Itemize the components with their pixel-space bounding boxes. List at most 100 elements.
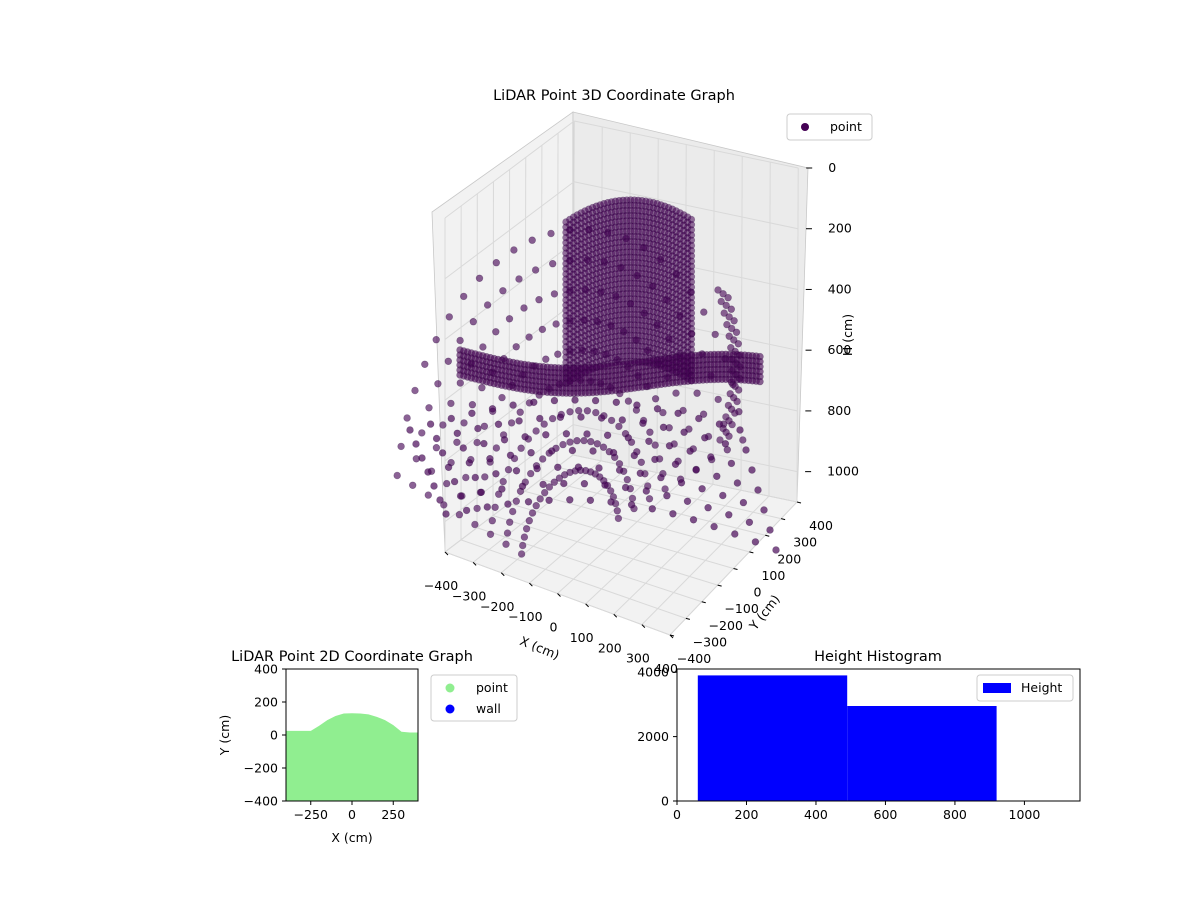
y-tick-label-histogram: 2000 (637, 729, 669, 744)
lidar-point (539, 480, 547, 489)
x-tick-label-histogram: 1000 (1009, 807, 1041, 822)
lidar-point (462, 473, 470, 482)
lidar-point (492, 328, 500, 336)
lidar-point (492, 470, 500, 478)
x-tick-label-3d: −300 (452, 588, 486, 603)
lidar-point (515, 417, 523, 425)
lidar-point (603, 431, 612, 439)
left-gridline-horizontal (444, 181, 575, 280)
lidar-point (725, 332, 733, 340)
lidar-point (494, 420, 503, 428)
lidar-point (409, 481, 417, 489)
lidar-point (555, 474, 564, 482)
lidar-point (591, 396, 600, 405)
lidar-point (548, 447, 556, 455)
lidar-point (499, 287, 507, 295)
lidar-point (665, 442, 674, 450)
lidar-point (597, 414, 606, 422)
z-axis-label-3d: H (cm) (840, 314, 855, 356)
left-gridline-horizontal (444, 242, 575, 340)
histogram-frame (676, 668, 1081, 802)
lidar-point (680, 428, 688, 436)
left-gridline-horizontal (444, 424, 574, 523)
lidar-point (583, 407, 592, 415)
point-region (286, 713, 418, 801)
lidar-point (473, 438, 481, 447)
lidar-point (645, 495, 654, 503)
lidar-point (453, 438, 461, 446)
lidar-point (637, 458, 645, 466)
lidar-point (725, 511, 733, 519)
chart-3d: LiDAR Point 3D Coordinate Graph −400−300… (393, 88, 873, 676)
lidar-point (455, 511, 464, 519)
x-tick-label-2d: 250 (381, 807, 405, 822)
lidar-point (720, 309, 728, 317)
lidar-point (711, 330, 719, 339)
lidar-point (510, 246, 518, 254)
y-tick-mark-3d (701, 601, 706, 604)
lidar-point (618, 416, 626, 424)
x-tick-mark-3d (472, 562, 477, 566)
point-cloud (393, 196, 780, 558)
lidar-point (651, 441, 659, 449)
histogram-bar (847, 706, 997, 801)
lidar-point (536, 414, 544, 423)
lidar-point (504, 466, 513, 474)
lidar-point (456, 492, 465, 500)
left-gridline-vertical (556, 133, 559, 468)
lidar-point (547, 229, 555, 238)
lidar-point (552, 320, 560, 328)
lidar-point (459, 444, 467, 452)
z-tick-label-3d: 400 (828, 281, 852, 296)
lidar-point (502, 540, 510, 548)
lidar-point (589, 447, 597, 455)
lidar-point (486, 455, 494, 463)
lidar-point (518, 541, 527, 550)
y-tick-label-2d: −200 (244, 761, 278, 776)
lidar-point (699, 410, 708, 418)
x-tick-label-histogram: 400 (804, 807, 828, 822)
y-tick-label-3d: 400 (809, 518, 833, 533)
lidar-point (473, 504, 481, 513)
lidar-point (535, 296, 543, 304)
lidar-point (548, 414, 557, 423)
legend-3d-point-marker (801, 123, 809, 131)
lidar-point (471, 520, 479, 529)
lidar-point (745, 518, 754, 526)
lidar-point (606, 487, 615, 495)
lidar-point (393, 471, 401, 480)
lidar-point (478, 384, 486, 392)
z-tick-label-3d: 600 (828, 342, 852, 357)
lidar-point (653, 405, 662, 413)
lidar-point (425, 404, 433, 412)
left-gridline-horizontal (444, 302, 574, 401)
lidar-point (704, 504, 712, 512)
z-tick-label-3d: 1000 (827, 464, 859, 479)
y-tick-label-3d: 300 (793, 535, 817, 550)
y-tick-label-3d: 0 (754, 585, 762, 600)
legend-2d-wall-label: wall (476, 701, 501, 716)
lidar-point (538, 325, 547, 334)
x-tick-label-histogram: 800 (943, 807, 967, 822)
lidar-point (663, 492, 671, 500)
y-tick-label-2d: 0 (270, 728, 278, 743)
lidar-point (474, 424, 482, 433)
lidar-point (443, 479, 451, 488)
x-tick-mark-3d (500, 572, 505, 577)
floor-gridline-y (508, 503, 734, 569)
lidar-point (633, 401, 641, 409)
lidar-point (406, 426, 414, 434)
lidar-point (512, 497, 520, 505)
lidar-point (734, 340, 742, 348)
y-tick-label-2d: 200 (254, 695, 278, 710)
lidar-point (580, 436, 588, 445)
lidar-point (725, 313, 733, 321)
histogram-bar (697, 675, 848, 801)
lidar-point (481, 473, 489, 481)
lidar-point (456, 379, 464, 387)
lidar-point (515, 275, 523, 283)
lidar-point (624, 397, 633, 405)
lidar-point (754, 486, 762, 494)
z-tick-label-3d: 0 (828, 160, 836, 175)
lidar-point (732, 328, 741, 336)
